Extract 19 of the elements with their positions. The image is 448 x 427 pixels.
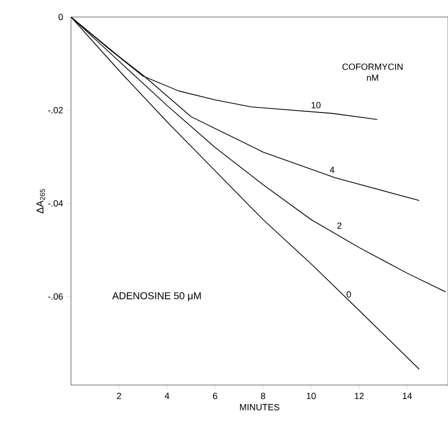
series-label: 4: [330, 166, 334, 173]
x-axis-title: MINUTES: [240, 404, 280, 410]
y-tick-label: -.06: [48, 293, 63, 300]
series-label: 10: [312, 102, 321, 108]
y-tick-label: 0: [58, 14, 63, 20]
y-tick-label: -.04: [48, 200, 63, 207]
legend-title: COFORMYCIN nM: [342, 64, 403, 81]
series-label: 0: [346, 291, 351, 298]
y-axis-title: ΔA$_{265}$: [36, 189, 45, 214]
x-tick-label: 8: [261, 392, 266, 400]
x-tick-label: 10: [306, 392, 316, 400]
x-tick-label: 2: [116, 392, 122, 400]
annotation: ADENOSINE 50 μM: [112, 292, 201, 302]
y-tick-label: -.02: [48, 106, 63, 114]
series-label: 2: [337, 222, 342, 229]
x-tick-label: 6: [213, 392, 218, 400]
x-tick-label: 14: [402, 392, 412, 399]
x-tick-label: 4: [164, 392, 170, 399]
x-tick-label: 12: [354, 392, 364, 400]
